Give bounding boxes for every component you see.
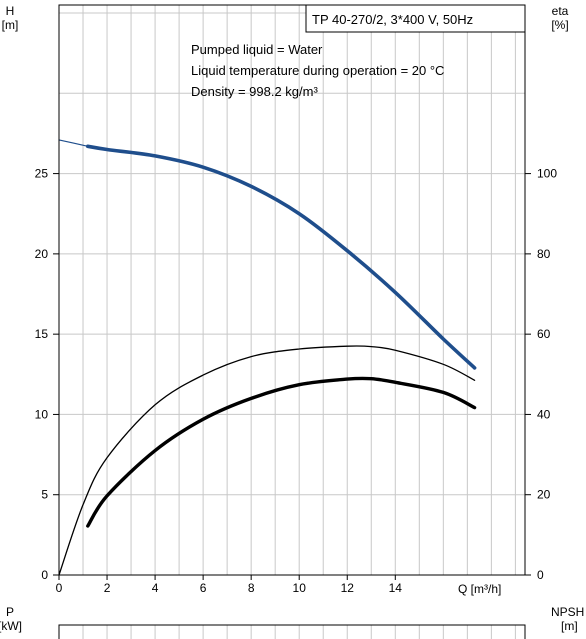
right-tick-label: 40 [537,407,551,421]
plot-frame [58,4,526,639]
series-line-3 [86,376,477,528]
note-liquid: Pumped liquid = Water [191,42,323,57]
left-tick-label: 25 [35,167,49,181]
lower-left-title-line1: P [6,605,14,619]
lower-plot-border [58,624,526,639]
note-temperature: Liquid temperature during operation = 20… [191,63,444,78]
left-axis-title-line1: H [6,4,15,18]
right-tick-label: 20 [537,488,551,502]
left-tick-label: 10 [35,407,49,421]
x-tick-label: 8 [248,581,255,595]
x-tick-label: 0 [56,581,63,595]
x-tick-label: 12 [341,581,355,595]
left-tick-label: 0 [41,568,48,582]
right-axis-title-line1: eta [552,4,569,18]
x-axis-title-group: Q [m³/h] [452,579,524,597]
model-label-box: TP 40-270/2, 3*400 V, 50Hz [305,4,526,33]
x-tick-label: 4 [152,581,159,595]
note-density: Density = 998.2 kg/m³ [191,84,318,99]
x-tick-label: 2 [104,581,111,595]
left-tick-label: 15 [35,327,49,341]
left-tick-label: 20 [35,247,49,261]
series-line-1 [86,144,477,370]
lower-left-title-line2: [kW] [0,619,22,633]
x-tick-label: 10 [293,581,307,595]
x-tick-label: 6 [200,581,207,595]
series-line-2 [58,345,476,576]
model-label: TP 40-270/2, 3*400 V, 50Hz [312,12,473,27]
x-tick-label: 14 [389,581,403,595]
left-tick-label: 5 [41,488,48,502]
x-axis-title: Q [m³/h] [458,582,501,596]
lower-grid [82,625,516,639]
right-tick-label: 0 [537,568,544,582]
left-axis-title-line2: [m] [2,18,19,32]
curves [58,139,477,576]
lower-right-title-line1: NPSH [551,605,584,619]
right-axis-title-line2: [%] [551,18,568,32]
right-tick-label: 60 [537,327,551,341]
plot-border [58,4,526,576]
ticks: 0 2 4 6 8 10 12 14 0 5 10 15 20 25 0 20 40 60 80 100 [35,167,558,595]
right-tick-label: 80 [537,247,551,261]
right-tick-label: 100 [537,167,557,181]
lower-right-title-line2: [m] [561,619,578,633]
